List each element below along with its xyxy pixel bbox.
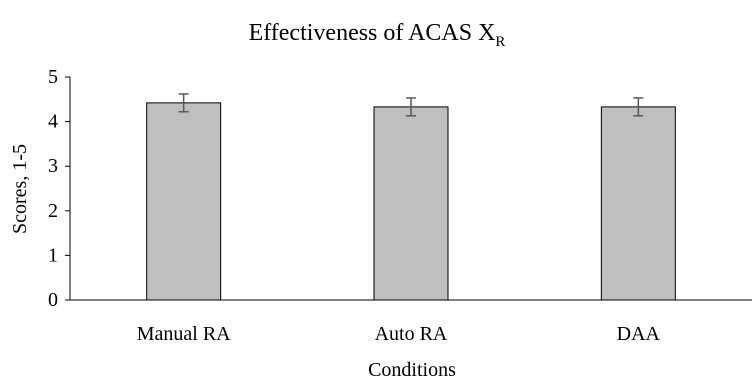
y-tick-label-1: 1 [48,244,58,266]
x-tick-label-1: Auto RA [375,323,448,345]
chart-title-main: Effectiveness of ACAS X [249,20,496,46]
bar-0 [146,102,222,301]
y-tick-label-0: 0 [48,289,58,311]
y-tick-label-4: 4 [48,111,58,133]
x-tick-label-0: Manual RA [137,323,231,345]
bar-2 [600,106,676,301]
chart-title: Effectiveness of ACAS XR [249,20,506,50]
y-axis-label: Scores, 1-5 [9,144,31,234]
x-axis-label: Conditions [368,359,456,381]
plot-area: 0 1 2 3 4 5 Manual RA Auto RA DAA [48,66,752,345]
x-tick-label-2: DAA [617,323,661,345]
y-tick-label-3: 3 [48,155,58,177]
y-tick-label-5: 5 [48,66,58,88]
bar-1 [373,106,449,301]
chart-title-subscript: R [495,34,505,50]
y-tick-label-2: 2 [48,200,58,222]
